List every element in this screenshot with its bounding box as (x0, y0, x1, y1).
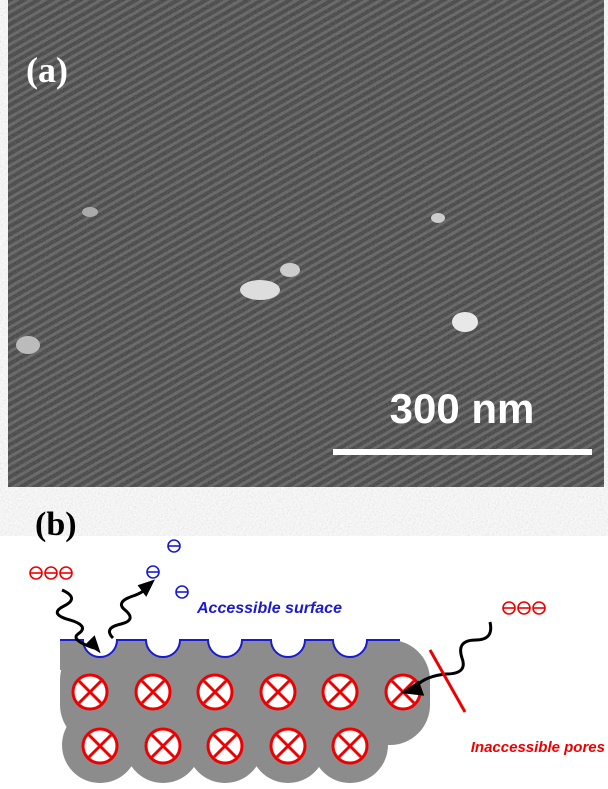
figure: (a) 300 nm (b) Accessible surface Inacce… (0, 0, 608, 789)
panel-label: (a) (26, 50, 68, 90)
carbon-body (60, 640, 430, 783)
inaccessible-label: Inaccessible pores (471, 739, 605, 756)
panel-label: (b) (35, 506, 77, 543)
scale-bar-label: 300 nm (390, 385, 535, 432)
scale-bar (333, 449, 592, 455)
accessible-label: Accessible surface (196, 600, 342, 617)
